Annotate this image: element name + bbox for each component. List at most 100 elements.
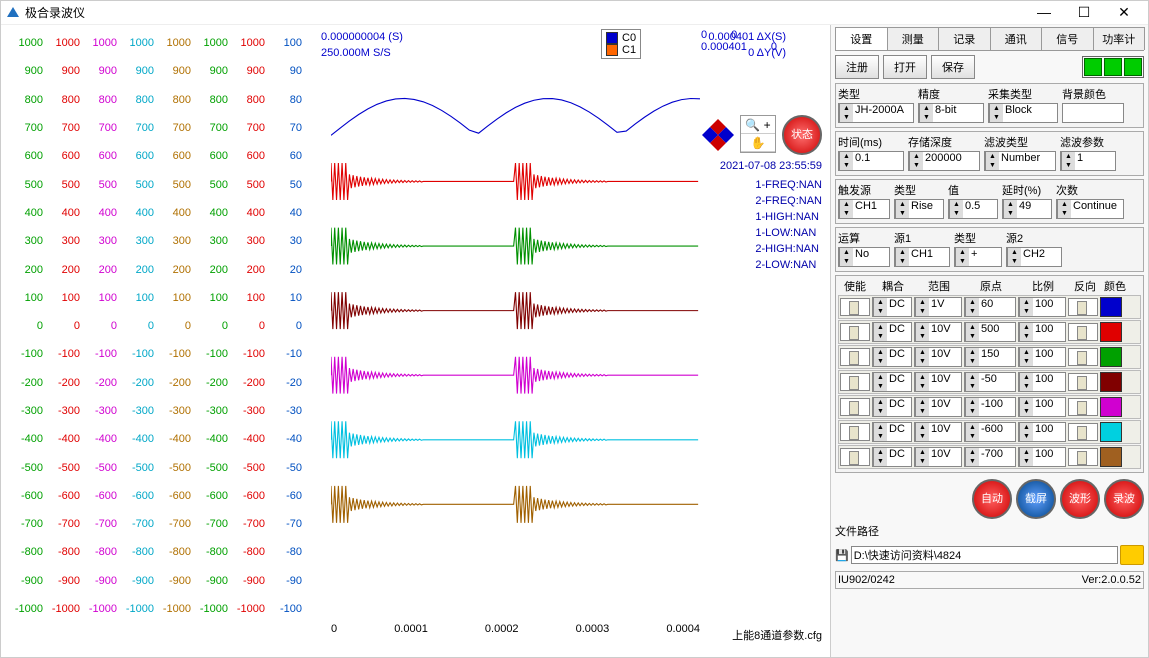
channel-color[interactable] bbox=[1100, 397, 1122, 417]
scale-value: 100 bbox=[9, 292, 46, 304]
tab-4[interactable]: 信号 bbox=[1041, 27, 1094, 50]
coupling-field[interactable]: ▲▼DC bbox=[872, 372, 912, 392]
field-触发源[interactable]: ▲▼CH1 bbox=[838, 199, 890, 219]
field-延时(%)[interactable]: ▲▼49 bbox=[1002, 199, 1052, 219]
field-滤波参数[interactable]: ▲▼1 bbox=[1060, 151, 1116, 171]
channel-color[interactable] bbox=[1100, 422, 1122, 442]
close-button[interactable]: ✕ bbox=[1104, 2, 1144, 24]
ratio-field[interactable]: ▲▼100 bbox=[1018, 372, 1066, 392]
field-滤波类型[interactable]: ▲▼Number bbox=[984, 151, 1056, 171]
field-源2[interactable]: ▲▼CH2 bbox=[1006, 247, 1062, 267]
invert-slider[interactable] bbox=[1068, 398, 1098, 416]
field-存储深度[interactable]: ▲▼200000 bbox=[908, 151, 980, 171]
scale-value: 100 bbox=[231, 292, 268, 304]
scale-value: -600 bbox=[9, 490, 46, 502]
maximize-button[interactable]: ☐ bbox=[1064, 2, 1104, 24]
origin-field[interactable]: ▲▼-700 bbox=[964, 447, 1016, 467]
open-button[interactable]: 打开 bbox=[883, 55, 927, 79]
field-值[interactable]: ▲▼0.5 bbox=[948, 199, 998, 219]
range-field[interactable]: ▲▼10V bbox=[914, 397, 962, 417]
origin-field[interactable]: ▲▼-100 bbox=[964, 397, 1016, 417]
origin-field[interactable]: ▲▼60 bbox=[964, 297, 1016, 317]
scale-value: -200 bbox=[231, 377, 268, 389]
field-时间(ms)[interactable]: ▲▼0.1 bbox=[838, 151, 904, 171]
record-button[interactable]: 录波 bbox=[1104, 479, 1144, 519]
app-logo-icon bbox=[5, 5, 21, 21]
save-button[interactable]: 保存 bbox=[931, 55, 975, 79]
field-次数[interactable]: ▲▼Continue bbox=[1056, 199, 1124, 219]
coupling-field[interactable]: ▲▼DC bbox=[872, 397, 912, 417]
enable-slider[interactable] bbox=[840, 323, 870, 341]
channel-color[interactable] bbox=[1100, 322, 1122, 342]
folder-icon[interactable] bbox=[1120, 545, 1144, 565]
field-类型[interactable]: ▲▼+ bbox=[954, 247, 1002, 267]
scale-value: -100 bbox=[194, 348, 231, 360]
enable-slider[interactable] bbox=[840, 423, 870, 441]
range-field[interactable]: ▲▼10V bbox=[914, 372, 962, 392]
invert-slider[interactable] bbox=[1068, 323, 1098, 341]
auto-button[interactable]: 自动 bbox=[972, 479, 1012, 519]
scale-value: -600 bbox=[194, 490, 231, 502]
origin-field[interactable]: ▲▼-50 bbox=[964, 372, 1016, 392]
status-button[interactable]: 状态 bbox=[782, 115, 822, 155]
range-field[interactable]: ▲▼10V bbox=[914, 347, 962, 367]
scale-value: -700 bbox=[46, 518, 83, 530]
invert-slider[interactable] bbox=[1068, 298, 1098, 316]
ratio-field[interactable]: ▲▼100 bbox=[1018, 347, 1066, 367]
field-类型[interactable]: ▲▼Rise bbox=[894, 199, 944, 219]
enable-slider[interactable] bbox=[840, 298, 870, 316]
origin-field[interactable]: ▲▼500 bbox=[964, 322, 1016, 342]
register-button[interactable]: 注册 bbox=[835, 55, 879, 79]
tab-2[interactable]: 记录 bbox=[938, 27, 991, 50]
tab-0[interactable]: 设置 bbox=[835, 27, 888, 50]
wave-button[interactable]: 波形 bbox=[1060, 479, 1100, 519]
range-field[interactable]: ▲▼10V bbox=[914, 322, 962, 342]
range-field[interactable]: ▲▼1V bbox=[914, 297, 962, 317]
tab-3[interactable]: 通讯 bbox=[990, 27, 1043, 50]
coupling-field[interactable]: ▲▼DC bbox=[872, 322, 912, 342]
coupling-field[interactable]: ▲▼DC bbox=[872, 297, 912, 317]
pan-icon[interactable]: ✋ bbox=[741, 134, 775, 152]
field-采集类型[interactable]: ▲▼Block bbox=[988, 103, 1058, 123]
field-类型[interactable]: ▲▼JH-2000A bbox=[838, 103, 914, 123]
scale-value: -50 bbox=[268, 462, 305, 474]
enable-slider[interactable] bbox=[840, 398, 870, 416]
zoom-controls[interactable]: 🔍 + ✋ bbox=[740, 115, 776, 153]
ratio-field[interactable]: ▲▼100 bbox=[1018, 297, 1066, 317]
invert-slider[interactable] bbox=[1068, 448, 1098, 466]
scale-value: 500 bbox=[120, 179, 157, 191]
invert-slider[interactable] bbox=[1068, 348, 1098, 366]
channel-color[interactable] bbox=[1100, 447, 1122, 467]
channel-color[interactable] bbox=[1100, 372, 1122, 392]
tab-1[interactable]: 测量 bbox=[887, 27, 940, 50]
invert-slider[interactable] bbox=[1068, 373, 1098, 391]
origin-field[interactable]: ▲▼-600 bbox=[964, 422, 1016, 442]
ratio-field[interactable]: ▲▼100 bbox=[1018, 397, 1066, 417]
file-path-input[interactable] bbox=[851, 546, 1118, 564]
coupling-field[interactable]: ▲▼DC bbox=[872, 347, 912, 367]
screenshot-button[interactable]: 截屏 bbox=[1016, 479, 1056, 519]
range-field[interactable]: ▲▼10V bbox=[914, 447, 962, 467]
ratio-field[interactable]: ▲▼100 bbox=[1018, 422, 1066, 442]
channel-color[interactable] bbox=[1100, 297, 1122, 317]
enable-slider[interactable] bbox=[840, 373, 870, 391]
ratio-field[interactable]: ▲▼100 bbox=[1018, 322, 1066, 342]
coupling-field[interactable]: ▲▼DC bbox=[872, 447, 912, 467]
ratio-field[interactable]: ▲▼100 bbox=[1018, 447, 1066, 467]
origin-field[interactable]: ▲▼150 bbox=[964, 347, 1016, 367]
minimize-button[interactable]: — bbox=[1024, 2, 1064, 24]
coupling-field[interactable]: ▲▼DC bbox=[872, 422, 912, 442]
enable-slider[interactable] bbox=[840, 348, 870, 366]
scale-value: 900 bbox=[157, 65, 194, 77]
field-运算[interactable]: ▲▼No bbox=[838, 247, 890, 267]
channel-color[interactable] bbox=[1100, 347, 1122, 367]
field-精度[interactable]: ▲▼8-bit bbox=[918, 103, 984, 123]
zoom-in-icon[interactable]: 🔍 + bbox=[741, 116, 775, 134]
tab-5[interactable]: 功率计 bbox=[1093, 27, 1146, 50]
enable-slider[interactable] bbox=[840, 448, 870, 466]
nav-diamond[interactable] bbox=[700, 117, 736, 153]
field-源1[interactable]: ▲▼CH1 bbox=[894, 247, 950, 267]
range-field[interactable]: ▲▼10V bbox=[914, 422, 962, 442]
invert-slider[interactable] bbox=[1068, 423, 1098, 441]
waveform-canvas[interactable] bbox=[331, 80, 700, 560]
